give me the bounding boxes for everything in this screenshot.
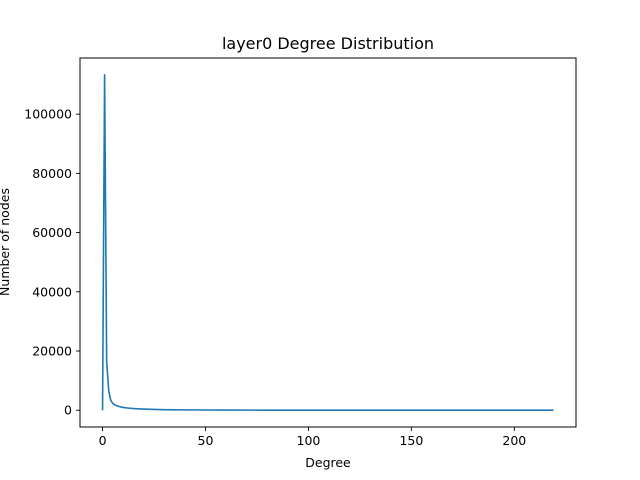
x-axis-label: Degree bbox=[305, 455, 351, 470]
series-line-0 bbox=[101, 73, 554, 412]
x-tick-label: 0 bbox=[99, 433, 107, 448]
y-tick-label: 40000 bbox=[32, 284, 72, 299]
plot-area-frame bbox=[79, 57, 577, 428]
x-tick-label: 50 bbox=[198, 433, 214, 448]
y-tick-label: 20000 bbox=[32, 344, 72, 359]
series-layer bbox=[101, 73, 554, 412]
y-tick-label: 0 bbox=[64, 403, 72, 418]
chart-title: layer0 Degree Distribution bbox=[222, 34, 434, 53]
x-tick-label: 200 bbox=[502, 433, 526, 448]
x-axis-ticks: 0 50 100 150 200 bbox=[99, 427, 526, 448]
y-axis-ticks: 0 20000 40000 60000 80000 100000 bbox=[24, 107, 80, 418]
x-tick-label: 150 bbox=[399, 433, 423, 448]
y-tick-label: 80000 bbox=[32, 166, 72, 181]
y-axis-label: Number of nodes bbox=[0, 188, 12, 296]
y-tick-label: 100000 bbox=[24, 107, 72, 122]
x-tick-label: 100 bbox=[297, 433, 321, 448]
y-tick-label: 60000 bbox=[32, 225, 72, 240]
